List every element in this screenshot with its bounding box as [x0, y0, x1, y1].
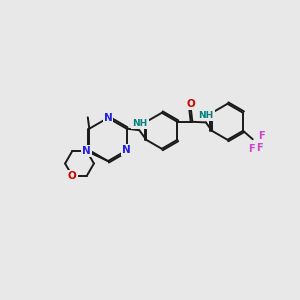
Text: F: F [248, 144, 254, 154]
Text: O: O [68, 171, 77, 181]
Text: N: N [103, 113, 112, 123]
Text: N: N [122, 145, 131, 155]
Text: F: F [258, 131, 265, 141]
Text: O: O [187, 99, 195, 109]
Text: N: N [82, 146, 91, 156]
Text: NH: NH [198, 111, 214, 120]
Text: F: F [256, 142, 262, 153]
Text: NH: NH [132, 119, 148, 128]
